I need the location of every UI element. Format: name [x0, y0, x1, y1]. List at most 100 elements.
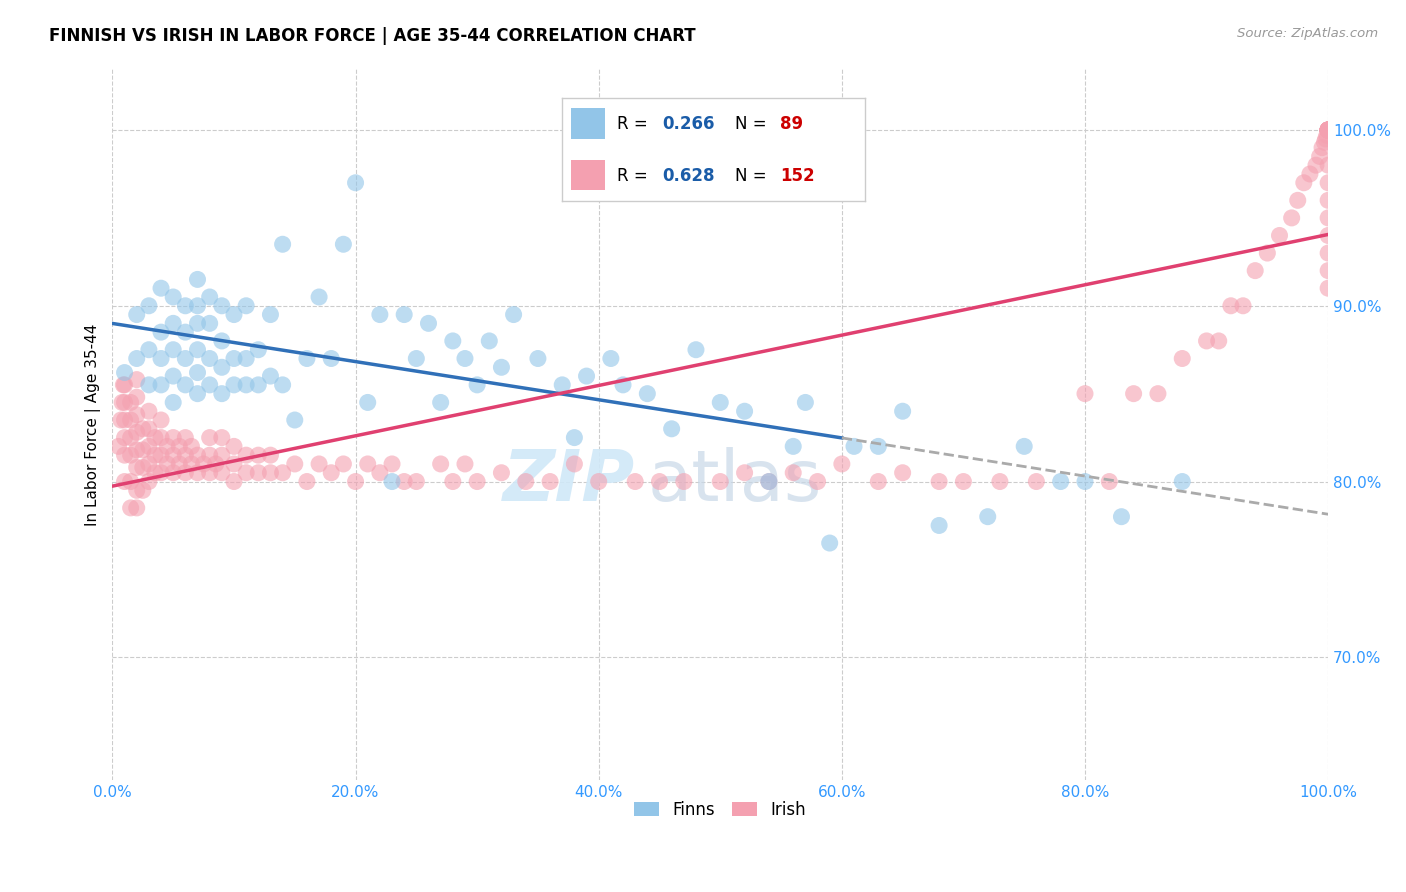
- Text: ZIP: ZIP: [503, 447, 636, 516]
- Point: [429, 395, 451, 409]
- Point: [672, 475, 695, 489]
- Point: [599, 351, 621, 366]
- Point: [114, 395, 136, 409]
- Point: [1244, 263, 1267, 277]
- Point: [661, 422, 683, 436]
- Point: [794, 395, 817, 409]
- Point: [186, 317, 208, 331]
- Point: [114, 475, 136, 489]
- Point: [111, 395, 134, 409]
- Point: [193, 457, 215, 471]
- Point: [1286, 194, 1309, 208]
- Point: [125, 500, 148, 515]
- Text: FINNISH VS IRISH IN LABOR FORCE | AGE 35-44 CORRELATION CHART: FINNISH VS IRISH IN LABOR FORCE | AGE 35…: [49, 27, 696, 45]
- Point: [491, 466, 513, 480]
- Point: [782, 466, 804, 480]
- Point: [1317, 263, 1340, 277]
- Point: [132, 460, 155, 475]
- Text: atlas: atlas: [647, 447, 821, 516]
- Point: [125, 460, 148, 475]
- Point: [125, 351, 148, 366]
- Point: [198, 290, 221, 304]
- Point: [186, 386, 208, 401]
- Point: [1232, 299, 1254, 313]
- Point: [174, 351, 197, 366]
- Point: [132, 442, 155, 457]
- Point: [1317, 123, 1340, 137]
- Point: [211, 334, 233, 348]
- Point: [150, 448, 173, 462]
- Point: [842, 439, 865, 453]
- Point: [114, 366, 136, 380]
- Point: [612, 377, 634, 392]
- Point: [1317, 123, 1340, 137]
- Point: [138, 404, 160, 418]
- Point: [1317, 123, 1340, 137]
- Point: [120, 475, 142, 489]
- Point: [1317, 123, 1340, 137]
- Point: [186, 343, 208, 357]
- Point: [491, 360, 513, 375]
- Point: [132, 422, 155, 436]
- Point: [575, 369, 598, 384]
- Point: [392, 475, 415, 489]
- Point: [928, 475, 950, 489]
- Point: [114, 377, 136, 392]
- Point: [235, 299, 257, 313]
- Point: [1292, 176, 1315, 190]
- Point: [357, 395, 380, 409]
- Point: [952, 475, 974, 489]
- Point: [624, 475, 647, 489]
- Point: [114, 431, 136, 445]
- Point: [247, 343, 270, 357]
- Point: [527, 351, 550, 366]
- Point: [138, 377, 160, 392]
- Point: [308, 457, 330, 471]
- Point: [709, 475, 731, 489]
- Point: [332, 457, 354, 471]
- Point: [247, 377, 270, 392]
- Point: [344, 176, 367, 190]
- Point: [162, 369, 184, 384]
- Point: [1309, 149, 1331, 163]
- Point: [222, 351, 245, 366]
- Point: [143, 448, 166, 462]
- Point: [454, 351, 477, 366]
- Point: [235, 448, 257, 462]
- FancyBboxPatch shape: [571, 109, 605, 139]
- Point: [222, 377, 245, 392]
- Point: [271, 237, 294, 252]
- Point: [186, 272, 208, 286]
- Point: [515, 475, 537, 489]
- Point: [132, 483, 155, 498]
- Point: [344, 475, 367, 489]
- Point: [284, 413, 307, 427]
- Point: [259, 466, 281, 480]
- Point: [235, 377, 257, 392]
- Point: [332, 237, 354, 252]
- Point: [368, 466, 391, 480]
- Point: [928, 518, 950, 533]
- Point: [235, 466, 257, 480]
- Point: [891, 404, 914, 418]
- Point: [429, 457, 451, 471]
- Point: [321, 466, 343, 480]
- Point: [295, 475, 318, 489]
- Point: [478, 334, 501, 348]
- Point: [284, 457, 307, 471]
- Point: [162, 317, 184, 331]
- Point: [138, 475, 160, 489]
- Point: [1122, 386, 1144, 401]
- Point: [381, 475, 404, 489]
- Point: [174, 377, 197, 392]
- Point: [222, 457, 245, 471]
- Point: [405, 475, 427, 489]
- Point: [125, 390, 148, 404]
- Point: [150, 281, 173, 295]
- Point: [1317, 158, 1340, 172]
- Point: [107, 439, 129, 453]
- Point: [891, 466, 914, 480]
- Point: [198, 466, 221, 480]
- Point: [1316, 128, 1339, 143]
- Point: [150, 466, 173, 480]
